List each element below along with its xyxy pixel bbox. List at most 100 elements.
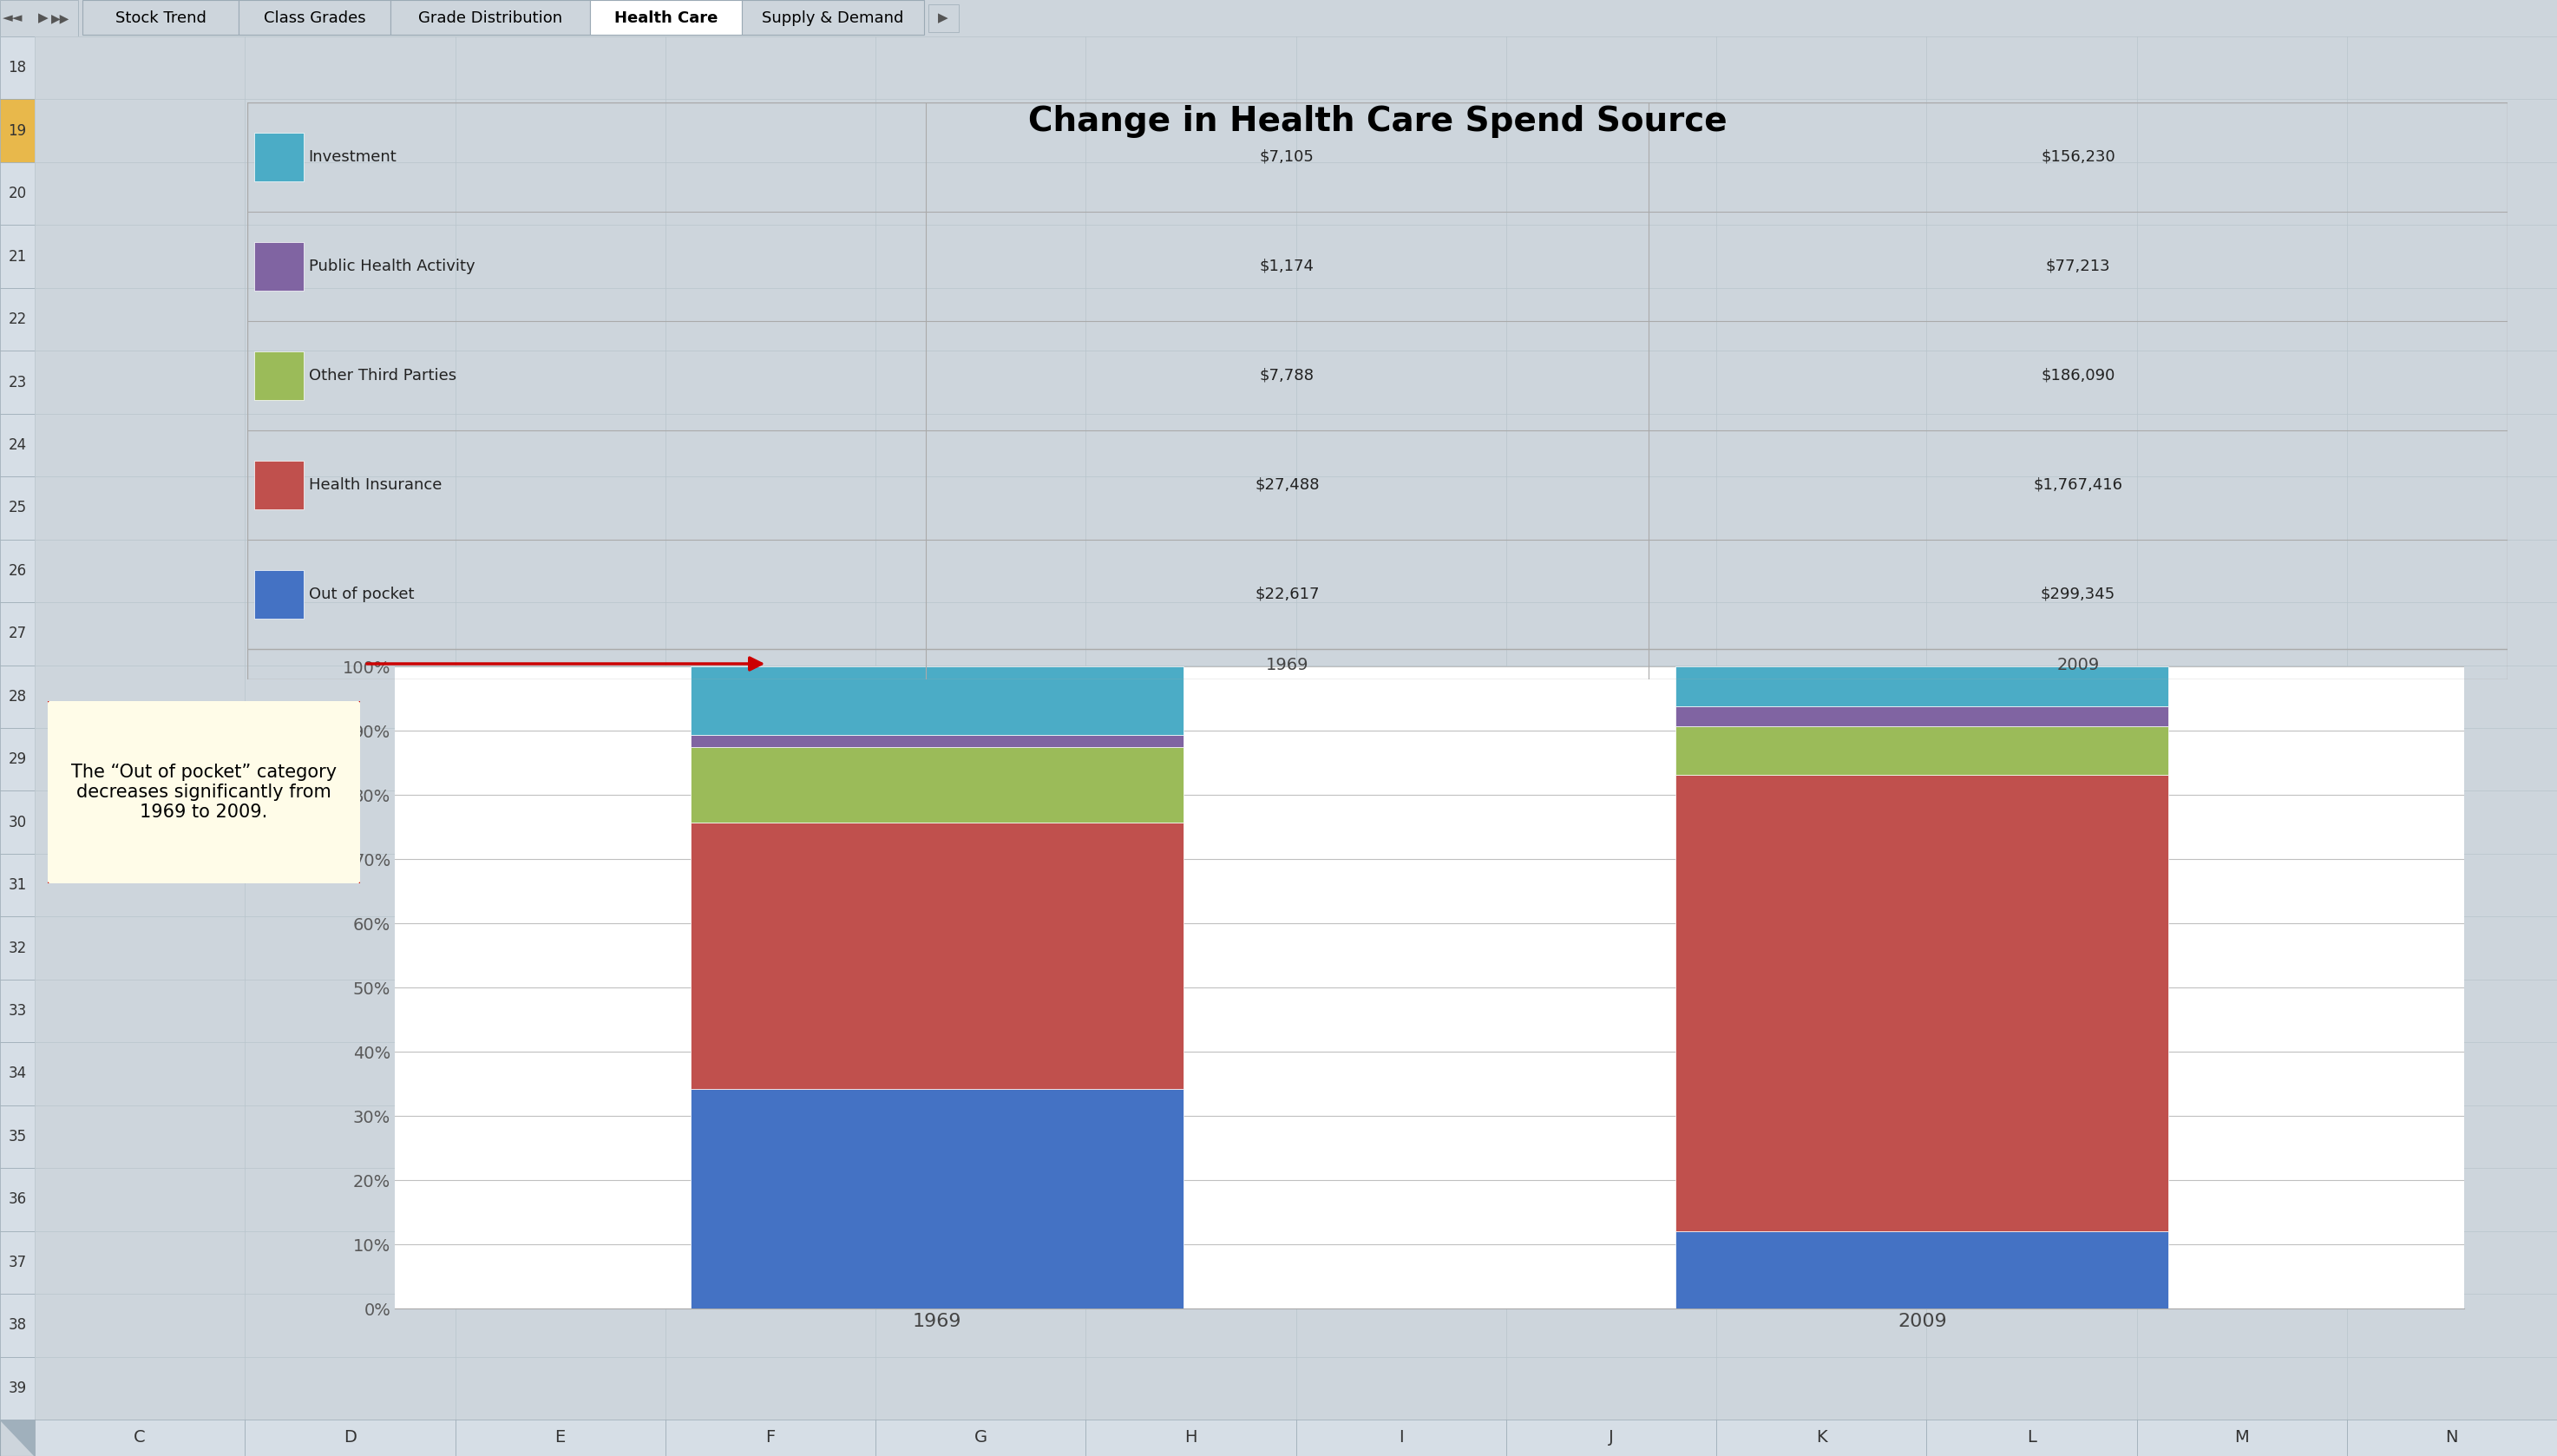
Text: 33: 33	[8, 1003, 26, 1019]
Bar	[928, 4, 959, 32]
Text: 27: 27	[8, 626, 26, 642]
Text: K: K	[1815, 1430, 1826, 1446]
Bar	[0, 414, 36, 476]
Text: $186,090: $186,090	[2040, 368, 2115, 383]
Text: 24: 24	[8, 437, 26, 453]
Text: 35: 35	[8, 1128, 26, 1144]
Text: 36: 36	[8, 1191, 26, 1207]
Bar	[0, 853, 36, 917]
Text: 1969: 1969	[1266, 657, 1309, 673]
FancyBboxPatch shape	[46, 699, 361, 885]
Text: $156,230: $156,230	[2040, 150, 2115, 165]
Bar	[391, 0, 591, 35]
Bar	[690, 667, 1184, 735]
Text: $7,788: $7,788	[1261, 368, 1314, 383]
Bar	[253, 460, 304, 510]
Text: E: E	[555, 1430, 565, 1446]
Bar	[245, 1420, 455, 1456]
Bar	[253, 569, 304, 619]
Text: 19: 19	[8, 122, 26, 138]
Bar	[1506, 1420, 1716, 1456]
Bar	[690, 735, 1184, 747]
Bar	[82, 0, 238, 35]
Bar	[0, 1420, 36, 1456]
Bar	[591, 0, 742, 35]
Text: 18: 18	[8, 60, 26, 76]
Text: Health Insurance: Health Insurance	[309, 478, 442, 492]
Text: 2009: 2009	[2056, 657, 2099, 673]
Bar	[742, 0, 923, 35]
Bar	[455, 1420, 665, 1456]
Text: $77,213: $77,213	[2046, 259, 2110, 274]
Text: $7,105: $7,105	[1261, 150, 1314, 165]
Text: Grade Distribution: Grade Distribution	[419, 10, 563, 26]
Text: N: N	[2444, 1430, 2457, 1446]
Bar	[0, 665, 36, 728]
Text: 34: 34	[8, 1066, 26, 1082]
Text: Stock Trend: Stock Trend	[115, 10, 207, 26]
Bar	[1675, 706, 2168, 727]
Bar	[0, 226, 36, 288]
Bar	[1925, 1420, 2138, 1456]
Text: $1,767,416: $1,767,416	[2033, 478, 2122, 492]
Bar	[0, 0, 79, 36]
Text: I: I	[1399, 1430, 1404, 1446]
Text: 28: 28	[8, 689, 26, 705]
Text: Investment: Investment	[309, 150, 396, 165]
Bar	[0, 476, 36, 539]
Text: C: C	[133, 1430, 146, 1446]
Text: L: L	[2028, 1430, 2035, 1446]
Text: 20: 20	[8, 186, 26, 201]
Bar	[1675, 775, 2168, 1232]
Text: 30: 30	[8, 814, 26, 830]
FancyArrowPatch shape	[366, 658, 762, 670]
Bar	[2138, 1420, 2347, 1456]
Bar	[253, 132, 304, 182]
Bar	[0, 603, 36, 665]
Text: Supply & Demand: Supply & Demand	[762, 10, 903, 26]
Polygon shape	[0, 1420, 36, 1456]
Bar	[0, 288, 36, 351]
Text: G: G	[974, 1430, 987, 1446]
Bar	[1675, 1232, 2168, 1309]
Text: 21: 21	[8, 249, 26, 265]
Text: 23: 23	[8, 374, 26, 390]
Bar	[690, 823, 1184, 1089]
Bar	[0, 1294, 36, 1357]
Text: D: D	[343, 1430, 355, 1446]
Text: $299,345: $299,345	[2040, 587, 2115, 603]
Text: 29: 29	[8, 751, 26, 767]
Text: Public Health Activity: Public Health Activity	[309, 259, 476, 274]
Text: 31: 31	[8, 878, 26, 893]
Bar	[2347, 1420, 2557, 1456]
Bar	[874, 1420, 1087, 1456]
Bar	[1675, 667, 2168, 706]
Bar	[1716, 1420, 1925, 1456]
Text: H: H	[1184, 1430, 1197, 1446]
Text: ▶▶: ▶▶	[51, 12, 69, 25]
Text: $1,174: $1,174	[1261, 259, 1314, 274]
Text: Other Third Parties: Other Third Parties	[309, 368, 455, 383]
Bar	[0, 36, 36, 99]
Bar	[0, 539, 36, 603]
Bar	[0, 791, 36, 853]
Text: 32: 32	[8, 941, 26, 955]
Text: Change in Health Care Spend Source: Change in Health Care Spend Source	[1028, 105, 1726, 138]
Bar	[1675, 727, 2168, 775]
Text: 22: 22	[8, 312, 26, 328]
Text: Health Care: Health Care	[614, 10, 719, 26]
Text: $27,488: $27,488	[1255, 478, 1319, 492]
Bar	[690, 747, 1184, 823]
Text: Class Grades: Class Grades	[263, 10, 366, 26]
Text: Out of pocket: Out of pocket	[309, 587, 414, 603]
Text: F: F	[765, 1430, 775, 1446]
Bar	[0, 99, 36, 162]
Bar	[0, 728, 36, 791]
Text: 25: 25	[8, 501, 26, 515]
Bar	[238, 0, 391, 35]
Text: $22,617: $22,617	[1255, 587, 1319, 603]
Text: 37: 37	[8, 1255, 26, 1270]
Bar	[0, 1357, 36, 1420]
Text: 26: 26	[8, 563, 26, 578]
Text: ▶: ▶	[38, 12, 49, 25]
